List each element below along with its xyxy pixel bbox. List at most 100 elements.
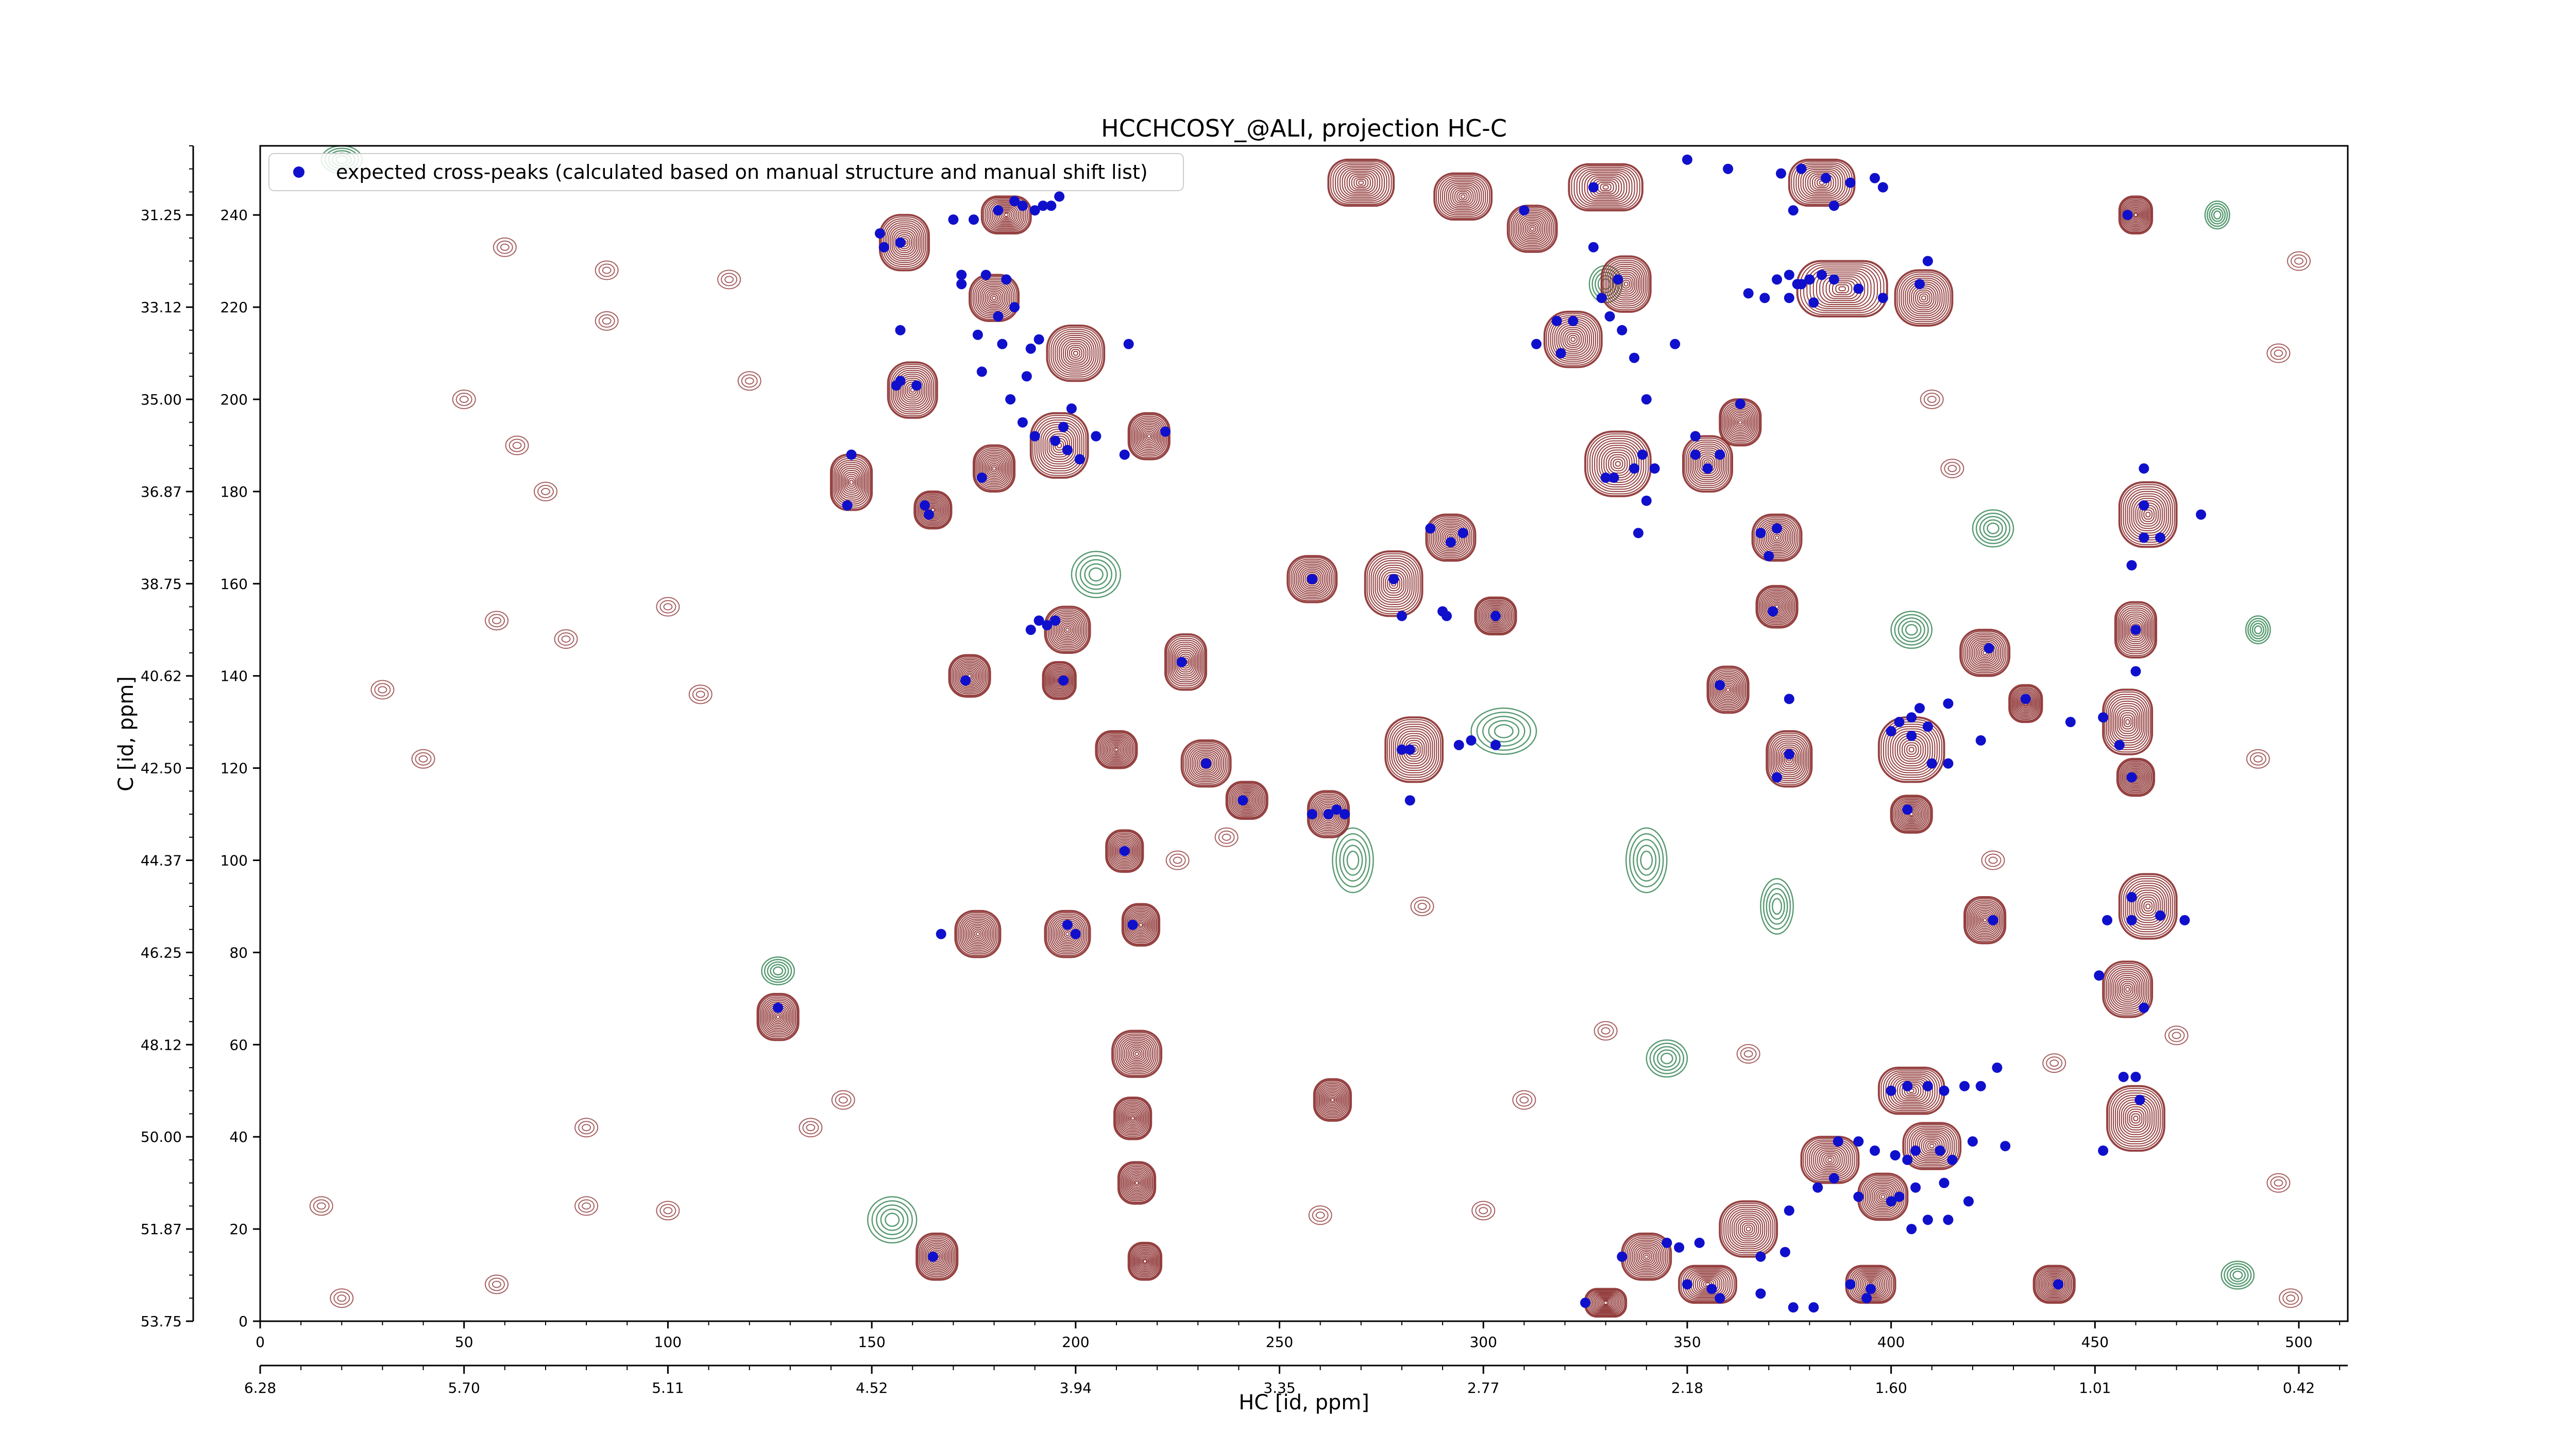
negative-contour-ring [1335, 833, 1370, 888]
peak-contour-ring [1129, 1175, 1144, 1191]
peak-contour-ring [1819, 274, 1866, 304]
peak-contour-ring [2131, 887, 2165, 925]
expected-peak-marker [956, 279, 967, 290]
expected-peak-marker [2000, 1141, 2011, 1152]
negative-contour-ring [767, 961, 789, 981]
negative-contour-ring [876, 1204, 909, 1236]
peak-contour-ring [1974, 642, 1996, 664]
peak-contour-ring [2131, 495, 2165, 534]
expected-peak-marker [1702, 463, 1713, 474]
expected-peak-marker [1975, 1081, 1986, 1091]
peak-contour-ring [1116, 1100, 1149, 1137]
peak-contour-ring [1324, 1090, 1341, 1109]
peak-contour-ring [1807, 172, 1837, 193]
expected-peak-marker [1445, 537, 1456, 548]
peak-contour-ring [1120, 1104, 1145, 1133]
expected-peak-marker [1914, 279, 1925, 290]
weak-contour-ring [1601, 1027, 1611, 1035]
peak-contour-ring [1434, 522, 1467, 553]
peak-contour-ring [839, 466, 864, 499]
expected-peak-marker [1490, 611, 1501, 621]
peak-contour-ring [988, 292, 1000, 304]
peak-contour-ring [2113, 703, 2142, 741]
peak-contour-ring [1233, 788, 1261, 813]
expected-peak-marker [1690, 431, 1701, 442]
weak-contour-32 [2279, 1288, 2303, 1308]
expected-peak-marker [1017, 417, 1028, 428]
peak-contour-ring [1124, 1041, 1150, 1066]
peak-contour-ring [1325, 1092, 1340, 1108]
peak-contour-ring [2125, 615, 2147, 645]
peak-contour-ring [1483, 604, 1508, 627]
expected-peak-marker [1025, 343, 1036, 354]
peak-contour-ring [1723, 1205, 1774, 1254]
peak-contour-ring [1527, 223, 1538, 234]
peak-contour-ring [922, 1239, 952, 1274]
peak-contour-ring [974, 930, 982, 938]
expected-peak-marker [2130, 1071, 2141, 1082]
peak-contour-ring [1708, 667, 1748, 712]
peak-contour-ring [916, 1233, 959, 1281]
peak-contour-ring [1304, 572, 1320, 586]
peak-contour-ring [1229, 784, 1265, 817]
peak-contour-ring [1186, 745, 1226, 782]
expected-peak-marker [895, 376, 906, 386]
legend-label: expected cross-peaks (calculated based o… [336, 161, 1148, 183]
x-tick-label: 350 [1673, 1334, 1701, 1351]
peak-contour-ring [1694, 1276, 1721, 1293]
peak-contour-ring [1524, 222, 1540, 236]
peak-contour-ring [986, 460, 1002, 478]
peak-contour-ring [1771, 736, 1807, 781]
peak-contour-ring [1892, 796, 1931, 832]
peak-contour-ring [1004, 213, 1009, 217]
peak-contour-ring [1073, 350, 1078, 356]
peak-contour-ring [1364, 550, 1423, 617]
expected-peak-marker [2126, 560, 2137, 571]
expected-peak-marker [1453, 739, 1464, 750]
peak-contour-ring [1590, 1292, 1621, 1313]
peak-contour-ring [1613, 269, 1639, 299]
peak-contour-ring [1329, 1096, 1336, 1104]
weak-contour-5 [533, 481, 557, 501]
peak-contour-ring [1730, 1210, 1768, 1248]
peak-contour-ring [1805, 171, 1839, 195]
peak-contour-ring [1332, 162, 1390, 203]
expected-peak-marker [1404, 795, 1415, 806]
y-axis-index: 0 20 40 60 80 100 120 140 160 180 200 220 240 [221, 207, 260, 1330]
peak-contour-ring [992, 295, 996, 300]
expected-peak-marker [1902, 804, 1913, 815]
peak-contour-ring [1034, 417, 1084, 474]
peak-contour-ring [2133, 498, 2163, 531]
peak-contour-ring [1887, 726, 1936, 773]
expected-peak-marker [1817, 269, 1827, 280]
peak-contour-ring [1135, 1250, 1155, 1273]
peak-contour-ring [1320, 1086, 1345, 1114]
peak-contour-ring [1460, 194, 1466, 199]
peak-contour-ring [1126, 1170, 1148, 1195]
negative-contour-ring [1760, 878, 1794, 935]
expected-peak-marker [2098, 712, 2109, 723]
weak-contour-20 [831, 1090, 855, 1110]
peak-contour-ring [1628, 1239, 1665, 1274]
peak-contour-ring [1056, 617, 1079, 642]
peak-contour-ring [1438, 176, 1488, 217]
weak-contour-ring [744, 377, 754, 385]
weak-contour-19 [799, 1118, 823, 1138]
expected-peak-marker [1519, 205, 1530, 216]
peak-contour-ring [1626, 1238, 1667, 1275]
peak-contour-ring [988, 461, 1001, 476]
x-tick-label: 150 [858, 1334, 885, 1351]
peak-contour-ring [2135, 892, 2161, 921]
peak-contour-ring [1049, 669, 1070, 692]
expected-peak-marker [1906, 1224, 1917, 1235]
peak-contour-ring [1521, 218, 1544, 240]
weak-contour-ring [1312, 1208, 1329, 1222]
y-tick-label: 180 [221, 483, 248, 500]
peak-contour-ring [1126, 908, 1156, 942]
negative-contour-ring [2221, 1260, 2255, 1290]
peak-contour-ring [842, 469, 861, 495]
expected-peak-marker [2139, 463, 2149, 474]
weak-contour-24 [1594, 1021, 1618, 1041]
expected-peak-marker [1238, 795, 1248, 806]
peak-contour-ring [1691, 445, 1724, 482]
